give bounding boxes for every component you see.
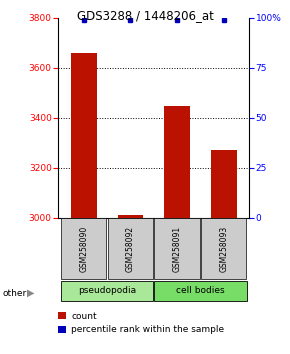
Bar [59, 313, 66, 319]
FancyBboxPatch shape [61, 218, 106, 279]
Bar [164, 107, 190, 218]
FancyBboxPatch shape [61, 280, 153, 301]
Bar [59, 326, 66, 333]
Text: percentile rank within the sample: percentile rank within the sample [71, 325, 224, 334]
Text: GDS3288 / 1448206_at: GDS3288 / 1448206_at [77, 9, 213, 22]
Text: GSM258092: GSM258092 [126, 225, 135, 272]
Text: ▶: ▶ [27, 288, 34, 298]
FancyBboxPatch shape [201, 218, 246, 279]
Text: GSM258093: GSM258093 [219, 225, 228, 272]
Bar [117, 215, 143, 218]
FancyBboxPatch shape [108, 218, 153, 279]
Bar [211, 150, 237, 218]
Text: GSM258090: GSM258090 [79, 225, 88, 272]
Bar [71, 53, 97, 218]
Text: other: other [3, 289, 27, 298]
Text: GSM258091: GSM258091 [173, 225, 182, 272]
Text: cell bodies: cell bodies [176, 286, 225, 295]
FancyBboxPatch shape [154, 218, 200, 279]
FancyBboxPatch shape [154, 280, 246, 301]
Text: pseudopodia: pseudopodia [78, 286, 136, 295]
Text: count: count [71, 312, 97, 321]
